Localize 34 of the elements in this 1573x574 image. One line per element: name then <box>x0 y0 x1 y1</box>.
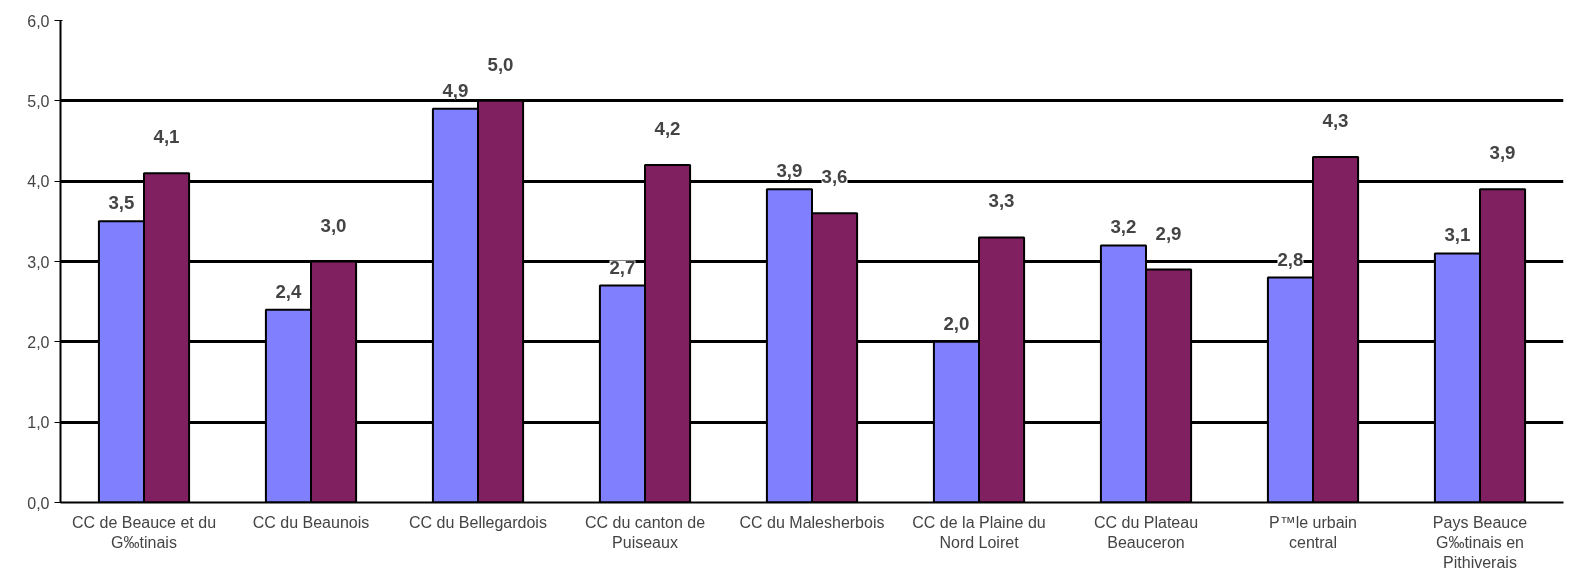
data-label: 2,9 <box>1155 222 1182 244</box>
x-tick-label: CC de la Plaine du Nord Loiret <box>912 513 1046 551</box>
data-label: 3,6 <box>821 166 848 188</box>
data-label: 4,2 <box>654 118 681 140</box>
data-label: 3,5 <box>108 192 135 214</box>
data-label: 3,1 <box>1444 224 1471 246</box>
y-tick-label: 4,0 <box>27 173 50 191</box>
x-tick-label: CC du Malesherbois <box>739 513 885 531</box>
data-label: 2,7 <box>609 256 636 278</box>
data-label: 3,9 <box>1489 142 1516 164</box>
x-tick-label: CC du Bellegardois <box>409 513 547 531</box>
x-tick-label: Pays Beauce G‰tinais en Pithiverais <box>1432 513 1528 572</box>
y-tick-label: 2,0 <box>27 333 50 351</box>
data-label: 4,1 <box>153 126 180 148</box>
y-tick-label: 0,0 <box>27 494 50 512</box>
x-tick-label: CC du Plateau Beauceron <box>1093 513 1199 551</box>
x-tick-label: CC du canton de Puiseaux <box>584 513 706 551</box>
x-tick-label: P™le urbain central <box>1268 513 1358 551</box>
data-label: 4,9 <box>442 79 469 101</box>
data-label: 5,0 <box>487 53 514 75</box>
y-tick-label: 1,0 <box>27 414 50 432</box>
data-label: 3,9 <box>776 160 803 182</box>
y-tick-label: 6,0 <box>27 12 50 30</box>
data-label: 2,4 <box>275 280 303 302</box>
data-label: 2,0 <box>943 312 970 334</box>
y-tick-label: 3,0 <box>27 253 50 271</box>
data-label: 3,0 <box>320 214 347 236</box>
data-label: 4,3 <box>1322 110 1349 132</box>
x-tick-label: CC de Beauce et du G‰tinais <box>71 513 217 551</box>
x-tick-label: CC du Beaunois <box>252 513 370 531</box>
data-label: 3,2 <box>1110 216 1137 238</box>
y-tick-label: 5,0 <box>27 92 50 110</box>
data-label: 3,3 <box>988 190 1015 212</box>
data-label: 2,8 <box>1277 248 1304 270</box>
